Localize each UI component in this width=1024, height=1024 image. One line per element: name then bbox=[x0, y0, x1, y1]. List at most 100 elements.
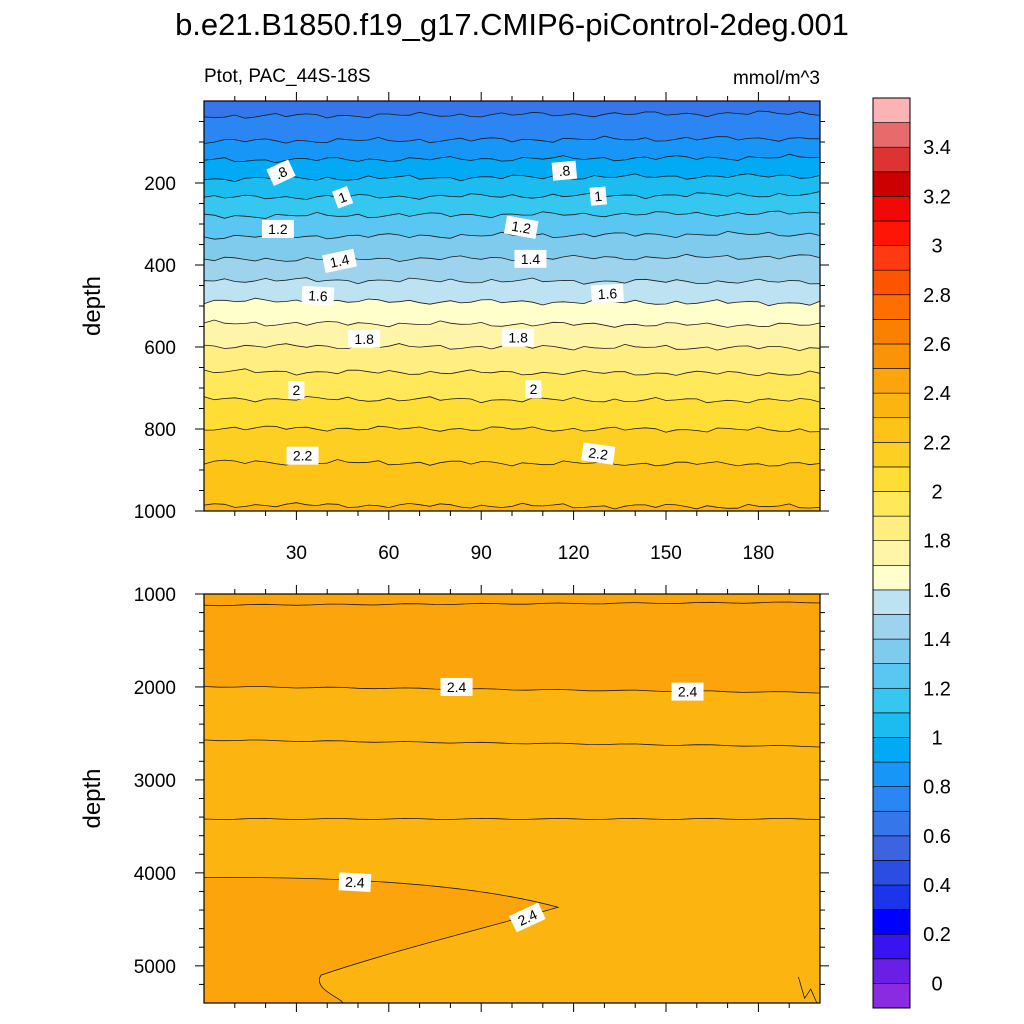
colorbar-swatch bbox=[872, 687, 911, 714]
colorbar-swatch bbox=[872, 442, 911, 468]
colorbar-swatch bbox=[872, 958, 911, 984]
colorbar-swatch bbox=[872, 368, 911, 394]
upper-x-tick-label: 180 bbox=[743, 543, 775, 564]
lower-contour-label: 2.4 bbox=[338, 872, 372, 892]
upper-contour-label: 2.2 bbox=[286, 446, 319, 465]
lower-contour-line bbox=[203, 817, 821, 820]
upper-contour-label-box bbox=[266, 159, 296, 186]
upper-contour-label-box bbox=[551, 160, 578, 181]
colorbar-swatch bbox=[872, 638, 911, 664]
lower-contour-label-box bbox=[509, 902, 546, 933]
lower-contour-label-text: 2.4 bbox=[515, 906, 540, 929]
colorbar-swatch bbox=[872, 810, 911, 837]
colorbar-swatch bbox=[872, 220, 911, 246]
colorbar-label: 3.2 bbox=[923, 186, 951, 208]
upper-contour-label-text: 1.4 bbox=[328, 251, 351, 271]
lower-contour-label-text: 2.4 bbox=[345, 874, 365, 891]
upper-contour-label-box bbox=[581, 442, 616, 465]
upper-contour-label-text: .8 bbox=[558, 162, 571, 179]
colorbar-swatch bbox=[872, 343, 911, 369]
lower-y-tick-label: 3000 bbox=[134, 771, 176, 792]
upper-contour-line bbox=[203, 230, 821, 240]
upper-band bbox=[204, 368, 820, 403]
colorbar-swatch bbox=[872, 761, 911, 787]
colorbar-swatch bbox=[872, 589, 911, 615]
upper-band bbox=[204, 101, 820, 119]
upper-contour-line bbox=[203, 210, 821, 219]
upper-contour-line bbox=[203, 191, 821, 200]
upper-band bbox=[204, 277, 820, 306]
upper-band bbox=[204, 173, 820, 200]
lower-contour-label: 2.4 bbox=[440, 677, 473, 696]
lower-contour-label: 2.4 bbox=[671, 682, 704, 701]
upper-contour-label-box bbox=[288, 381, 305, 400]
colorbar-swatch bbox=[872, 392, 911, 419]
colorbar-label: 0.4 bbox=[923, 875, 951, 897]
upper-y-tick-label: 600 bbox=[144, 338, 176, 359]
colorbar-swatch bbox=[872, 860, 911, 886]
upper-contour-label: 1.6 bbox=[591, 283, 624, 304]
upper-contour-label-box bbox=[286, 446, 319, 465]
upper-contour-line bbox=[203, 110, 821, 119]
upper-contour-label-box bbox=[589, 186, 607, 206]
colorbar-swatch bbox=[872, 466, 911, 492]
upper-contour-label-text: 1.2 bbox=[268, 221, 288, 237]
lower-y-tick-label: 5000 bbox=[134, 957, 176, 978]
upper-contour-label: 1.2 bbox=[261, 219, 294, 238]
upper-contour-line bbox=[203, 135, 820, 144]
colorbar-label: 2.6 bbox=[923, 334, 951, 356]
colorbar-swatch bbox=[872, 245, 911, 271]
upper-contour-label-box bbox=[503, 215, 539, 239]
upper-contour-line bbox=[203, 319, 821, 328]
upper-contour-label-text: 1.8 bbox=[508, 330, 528, 346]
upper-contour-label-box bbox=[332, 186, 354, 209]
upper-contour-label-box bbox=[261, 219, 294, 238]
colorbar-swatch bbox=[872, 515, 911, 542]
upper-band bbox=[204, 231, 820, 262]
upper-contour-label-box bbox=[301, 285, 335, 306]
colorbar-swatch bbox=[872, 933, 911, 960]
upper-x-tick-label: 150 bbox=[650, 543, 682, 564]
colorbar-label: 2.8 bbox=[923, 285, 951, 307]
colorbar-swatch bbox=[872, 909, 911, 935]
upper-y-tick-label: 400 bbox=[144, 256, 176, 277]
upper-band bbox=[204, 343, 820, 376]
colorbar-frame bbox=[872, 97, 911, 1009]
upper-contour-label-text: 2 bbox=[293, 382, 301, 398]
upper-band bbox=[204, 136, 820, 163]
upper-band bbox=[204, 426, 820, 466]
upper-contour-label-box bbox=[321, 248, 358, 274]
upper-band bbox=[204, 298, 820, 328]
colorbar-label: 1.2 bbox=[923, 678, 951, 700]
upper-contour-label-box bbox=[591, 283, 624, 304]
upper-contour-label: 1.4 bbox=[514, 249, 547, 268]
upper-contour-label-text: 1.6 bbox=[597, 285, 617, 302]
colorbar-label: 1.8 bbox=[923, 531, 951, 553]
upper-contour-label-box bbox=[348, 329, 381, 348]
lower-panel: 1000 2000 3000 4000 5000 depth 2.4 2.4 2.4 2.4 bbox=[79, 585, 829, 1012]
colorbar-swatch bbox=[872, 417, 911, 443]
upper-x-tick-label: 60 bbox=[378, 543, 399, 564]
colorbar-swatch bbox=[872, 491, 911, 517]
upper-contour-label-text: 2.2 bbox=[293, 448, 313, 464]
colorbar-label: 1.6 bbox=[923, 580, 951, 602]
colorbar-label: 2 bbox=[931, 482, 942, 504]
lower-y-tick-label: 2000 bbox=[134, 678, 176, 699]
upper-contour-label-text: 2 bbox=[530, 381, 538, 397]
colorbar-swatch bbox=[872, 171, 911, 197]
colorbar-swatch bbox=[872, 146, 911, 173]
upper-contour-label: 1.2 bbox=[503, 215, 539, 239]
upper-band bbox=[204, 459, 820, 509]
colorbar-label: 0.6 bbox=[923, 826, 951, 848]
colorbar-swatch bbox=[872, 712, 911, 738]
colorbar-swatch bbox=[872, 564, 911, 591]
colorbar-label: 0 bbox=[931, 973, 942, 995]
lower-y-tick-label: 4000 bbox=[134, 864, 176, 885]
lower-y-axis-label: depth bbox=[79, 768, 106, 828]
colorbar-label: 2.4 bbox=[923, 383, 951, 405]
upper-contour-label: 2.2 bbox=[581, 442, 616, 465]
colorbar-label: 1 bbox=[931, 727, 942, 749]
upper-x-tick-label: 30 bbox=[286, 543, 307, 564]
colorbar-swatch bbox=[872, 294, 911, 320]
upper-contour-label: 1.6 bbox=[301, 285, 335, 306]
